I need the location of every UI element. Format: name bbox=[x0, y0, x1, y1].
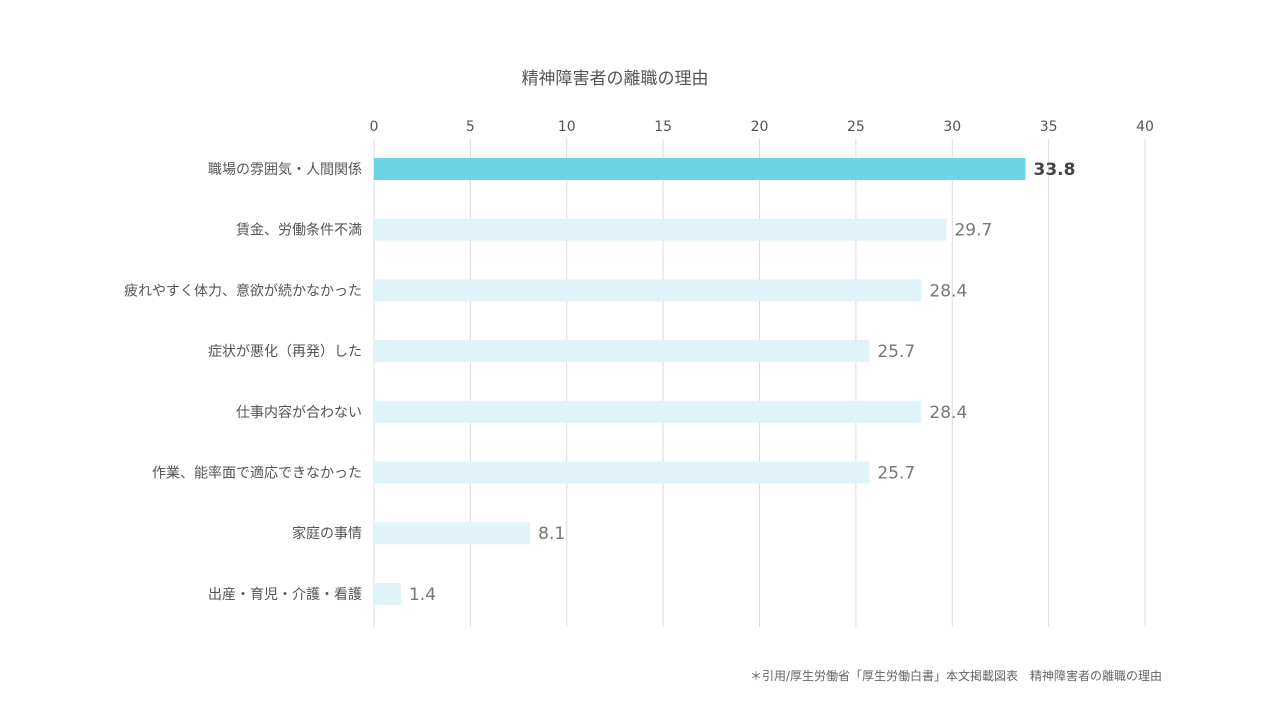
category-label: 賃金、労働条件不満 bbox=[236, 222, 362, 239]
category-label: 出産・育児・介護・看護 bbox=[208, 587, 362, 603]
bar bbox=[374, 522, 531, 545]
x-tick-label: 35 bbox=[1040, 119, 1058, 135]
data-label: 29.7 bbox=[954, 221, 992, 241]
x-tick-label: 40 bbox=[1136, 119, 1154, 135]
x-axis-ticks: 0 5 10 15 20 25 30 35 40 bbox=[370, 119, 1154, 135]
data-label: 25.7 bbox=[877, 342, 915, 362]
category-label: 職場の雰囲気・人間関係 bbox=[208, 162, 362, 178]
x-tick-label: 30 bbox=[943, 119, 961, 135]
bars bbox=[374, 158, 1026, 605]
category-label: 家庭の事情 bbox=[292, 525, 362, 542]
bar bbox=[374, 218, 947, 241]
x-tick-label: 20 bbox=[751, 119, 769, 135]
chart-title: 精神障害者の離職の理由 bbox=[521, 69, 709, 89]
bar bbox=[374, 400, 922, 423]
x-tick-label: 15 bbox=[654, 119, 672, 135]
value-labels: 33.8 29.7 28.4 25.7 28.4 25.7 8.1 1.4 bbox=[409, 160, 1075, 605]
source-note: ＊引用/厚生労働省「厚生労働白書」本文掲載図表 精神障害者の離職の理由 bbox=[749, 669, 1162, 683]
data-label: 1.4 bbox=[409, 585, 436, 605]
bar bbox=[374, 279, 922, 302]
bar bbox=[374, 340, 870, 363]
data-label: 28.4 bbox=[929, 281, 967, 301]
category-label: 疲れやすく体力、意欲が続かなかった bbox=[124, 282, 362, 299]
bar bbox=[374, 582, 401, 605]
x-tick-label: 25 bbox=[847, 119, 865, 135]
x-tick-label: 5 bbox=[466, 119, 475, 135]
data-label: 28.4 bbox=[929, 403, 967, 423]
data-label: 25.7 bbox=[877, 464, 915, 484]
bar bbox=[374, 461, 870, 484]
data-label: 8.1 bbox=[538, 524, 565, 544]
category-labels: 職場の雰囲気・人間関係賃金、労働条件不満疲れやすく体力、意欲が続かなかった症状が… bbox=[124, 162, 362, 603]
category-label: 症状が悪化（再発）した bbox=[208, 344, 362, 360]
bar bbox=[374, 158, 1026, 180]
grid-lines bbox=[373, 139, 1146, 627]
category-label: 仕事内容が合わない bbox=[236, 404, 362, 421]
category-label: 作業、能率面で適応できなかった bbox=[152, 465, 362, 482]
data-label: 33.8 bbox=[1033, 160, 1075, 180]
x-tick-label: 0 bbox=[370, 119, 379, 135]
x-tick-label: 10 bbox=[558, 119, 576, 135]
